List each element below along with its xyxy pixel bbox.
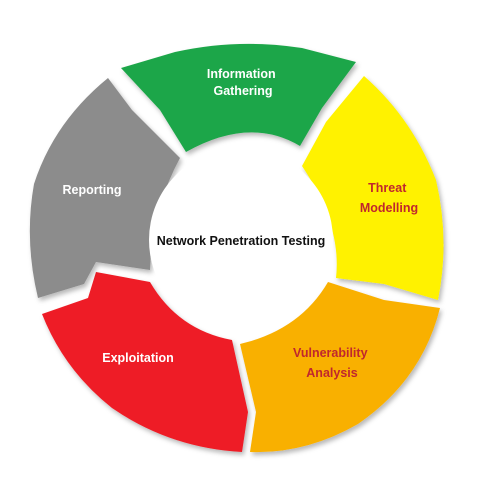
- segment-label-line: Vulnerability: [293, 346, 368, 360]
- segment-label-vulnerability-analysis: Vulnerability Analysis: [293, 346, 371, 380]
- segment-shape-threat-modelling: [302, 76, 444, 300]
- segment-information-gathering: Information Gathering: [121, 43, 356, 152]
- segment-label-line: Gathering: [213, 84, 272, 98]
- segment-shape-information-gathering: [121, 43, 356, 152]
- segment-shape-reporting: [29, 78, 181, 298]
- center-circle: [149, 148, 333, 332]
- segment-label-information-gathering: Information Gathering: [207, 67, 279, 98]
- segment-label-reporting: Reporting: [62, 183, 121, 197]
- segment-reporting: Reporting: [29, 78, 181, 298]
- segment-threat-modelling: Threat Modelling: [302, 76, 444, 300]
- segment-label-line: Analysis: [306, 366, 357, 380]
- segment-label-threat-modelling: Threat Modelling: [360, 181, 418, 215]
- segment-label-line: Threat: [368, 181, 407, 195]
- segment-exploitation: Exploitation: [42, 272, 248, 452]
- center-label: Network Penetration Testing: [157, 234, 326, 248]
- segment-label-line: Reporting: [62, 183, 121, 197]
- segment-vulnerability-analysis: Vulnerability Analysis: [240, 282, 440, 453]
- segment-label-line: Exploitation: [102, 351, 174, 365]
- segment-label-line: Modelling: [360, 201, 418, 215]
- segment-shape-exploitation: [42, 272, 248, 452]
- segment-label-exploitation: Exploitation: [102, 351, 174, 365]
- segment-label-line: Information: [207, 67, 276, 81]
- segment-shape-vulnerability-analysis: [240, 282, 440, 453]
